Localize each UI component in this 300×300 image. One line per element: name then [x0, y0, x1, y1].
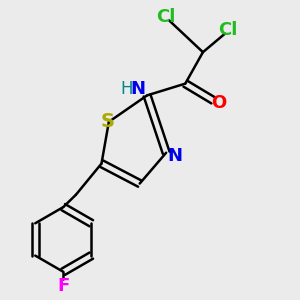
Text: O: O — [211, 94, 226, 112]
Text: F: F — [57, 277, 69, 295]
Text: S: S — [100, 112, 114, 131]
Text: H: H — [121, 80, 133, 98]
Text: N: N — [131, 80, 146, 98]
Text: Cl: Cl — [218, 21, 238, 39]
Text: N: N — [167, 147, 182, 165]
Text: Cl: Cl — [157, 8, 176, 26]
